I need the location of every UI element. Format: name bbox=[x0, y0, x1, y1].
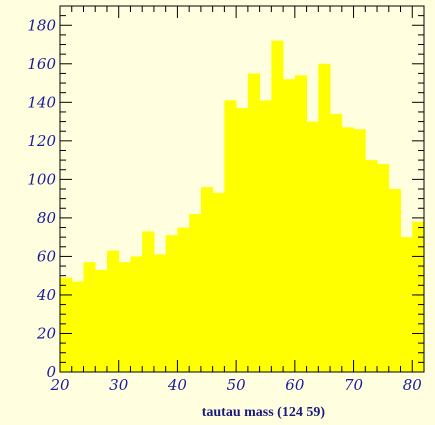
x-tick-label: 70 bbox=[344, 376, 364, 394]
histogram-bar bbox=[294, 75, 307, 373]
x-tick-label: 20 bbox=[49, 376, 70, 394]
y-tick-label: 160 bbox=[27, 55, 56, 73]
histogram-bar bbox=[212, 192, 225, 372]
x-tick-label: 40 bbox=[167, 376, 188, 394]
histogram-bar bbox=[142, 231, 155, 372]
histogram-bar bbox=[283, 79, 296, 372]
y-tick-label: 40 bbox=[36, 286, 57, 304]
x-tick-label: 30 bbox=[109, 376, 129, 394]
histogram-bar bbox=[259, 100, 272, 373]
histogram-bar bbox=[247, 73, 261, 372]
y-tick-label: 180 bbox=[27, 16, 56, 34]
x-tick-label: 80 bbox=[403, 376, 423, 394]
y-tick-label: 0 bbox=[46, 363, 56, 381]
histogram-bar bbox=[83, 262, 96, 372]
histogram-bar bbox=[153, 254, 167, 372]
histogram-bar bbox=[118, 262, 131, 372]
histogram-bar bbox=[388, 189, 401, 372]
histogram-bar bbox=[224, 100, 237, 373]
x-axis-title: tautau mass (124 59) bbox=[202, 405, 326, 420]
histogram-bar bbox=[412, 221, 425, 372]
histogram-bar bbox=[271, 40, 284, 373]
y-tick-label: 100 bbox=[27, 170, 56, 188]
histogram-bar bbox=[200, 187, 214, 372]
histogram-bar bbox=[400, 237, 413, 372]
histogram-bar bbox=[60, 277, 73, 372]
x-tick-label: 60 bbox=[285, 376, 305, 394]
axes-group bbox=[59, 5, 425, 373]
histogram-bar bbox=[130, 256, 143, 372]
histogram-bar bbox=[341, 127, 354, 372]
histogram-bar bbox=[71, 281, 84, 372]
bars-group bbox=[60, 40, 425, 373]
histogram-bar bbox=[365, 160, 378, 372]
y-tick-label: 140 bbox=[27, 93, 56, 111]
histogram-bar bbox=[353, 129, 366, 372]
histogram-bar bbox=[95, 269, 108, 372]
histogram-bar bbox=[177, 227, 190, 372]
histogram-bar bbox=[189, 214, 202, 372]
x-tick-label: 50 bbox=[227, 376, 247, 394]
histogram-bar bbox=[306, 121, 319, 372]
histogram-bar bbox=[165, 235, 178, 372]
histogram-bar bbox=[106, 250, 120, 372]
y-tick-label: 80 bbox=[37, 209, 57, 227]
histogram-bar bbox=[377, 163, 390, 372]
y-tick-label: 120 bbox=[27, 132, 56, 150]
y-tick-label: 20 bbox=[36, 324, 57, 342]
histogram-bar bbox=[236, 108, 249, 373]
histogram-bar bbox=[318, 63, 331, 372]
y-tick-label: 60 bbox=[37, 247, 57, 265]
histogram-bar bbox=[330, 113, 343, 372]
